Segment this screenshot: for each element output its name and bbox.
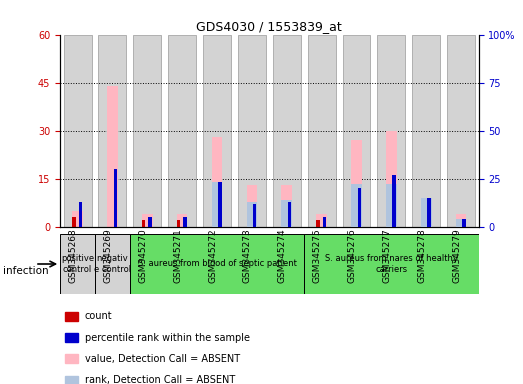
Bar <box>247 185 257 227</box>
Bar <box>177 214 187 227</box>
Bar <box>392 175 396 227</box>
Bar <box>358 188 361 227</box>
Bar <box>64 35 92 227</box>
Bar <box>456 220 459 227</box>
Text: percentile rank within the sample: percentile rank within the sample <box>85 333 249 343</box>
Text: count: count <box>85 311 112 321</box>
Text: GSM345268: GSM345268 <box>69 228 77 283</box>
Bar <box>95 234 130 294</box>
Bar <box>72 210 83 227</box>
Bar <box>247 217 250 227</box>
Bar <box>304 234 479 294</box>
Bar <box>351 184 362 227</box>
Bar <box>149 217 152 227</box>
Title: GDS4030 / 1553839_at: GDS4030 / 1553839_at <box>197 20 342 33</box>
Bar <box>142 220 145 227</box>
Bar <box>456 214 467 227</box>
Text: positive
control: positive control <box>61 254 94 274</box>
Bar <box>183 217 187 227</box>
Bar <box>133 35 161 227</box>
Bar <box>203 35 231 227</box>
Bar <box>78 202 82 227</box>
Bar <box>386 184 396 227</box>
Bar <box>65 312 78 321</box>
Bar <box>316 214 327 227</box>
Bar <box>281 217 285 227</box>
Bar <box>427 198 431 227</box>
Text: GSM345271: GSM345271 <box>173 228 182 283</box>
Text: S. aureus from nares of healthy
carriers: S. aureus from nares of healthy carriers <box>325 254 458 274</box>
Text: GSM345273: GSM345273 <box>243 228 252 283</box>
Bar <box>323 217 326 227</box>
Bar <box>142 214 153 227</box>
Bar <box>316 220 320 227</box>
Bar <box>343 35 370 227</box>
Text: GSM345270: GSM345270 <box>138 228 147 283</box>
Bar <box>238 35 266 227</box>
Bar <box>378 35 405 227</box>
Text: negativ
e control: negativ e control <box>94 254 131 274</box>
Bar <box>65 376 78 384</box>
Bar <box>281 185 292 227</box>
Text: GSM345272: GSM345272 <box>208 228 217 283</box>
Text: GSM345278: GSM345278 <box>417 228 426 283</box>
Bar <box>351 140 362 227</box>
Bar <box>98 35 127 227</box>
Text: infection: infection <box>3 266 48 276</box>
Bar <box>168 35 196 227</box>
Text: GSM345274: GSM345274 <box>278 228 287 283</box>
Text: GSM345279: GSM345279 <box>452 228 461 283</box>
Text: GSM345269: GSM345269 <box>104 228 112 283</box>
Bar <box>177 220 180 227</box>
Bar <box>273 35 301 227</box>
Bar <box>462 219 465 227</box>
Bar <box>212 182 222 227</box>
Bar <box>212 137 222 227</box>
Text: rank, Detection Call = ABSENT: rank, Detection Call = ABSENT <box>85 375 235 384</box>
Bar <box>107 86 118 227</box>
Bar <box>60 234 95 294</box>
Bar <box>247 202 257 227</box>
Bar <box>447 35 475 227</box>
Bar <box>456 219 467 227</box>
Bar <box>72 217 76 227</box>
Text: value, Detection Call = ABSENT: value, Detection Call = ABSENT <box>85 354 240 364</box>
Bar <box>113 169 117 227</box>
Bar <box>130 234 304 294</box>
Bar <box>412 35 440 227</box>
Bar <box>281 200 292 227</box>
Bar <box>308 35 336 227</box>
Bar <box>65 354 78 363</box>
Bar <box>288 202 291 227</box>
Text: GSM345276: GSM345276 <box>347 228 357 283</box>
Text: GSM345275: GSM345275 <box>313 228 322 283</box>
Text: S. aureus from blood of septic patient: S. aureus from blood of septic patient <box>138 260 297 268</box>
Bar <box>386 131 396 227</box>
Bar <box>253 204 256 227</box>
Bar <box>65 333 78 342</box>
Text: GSM345277: GSM345277 <box>382 228 391 283</box>
Bar <box>218 182 222 227</box>
Bar <box>421 198 431 227</box>
